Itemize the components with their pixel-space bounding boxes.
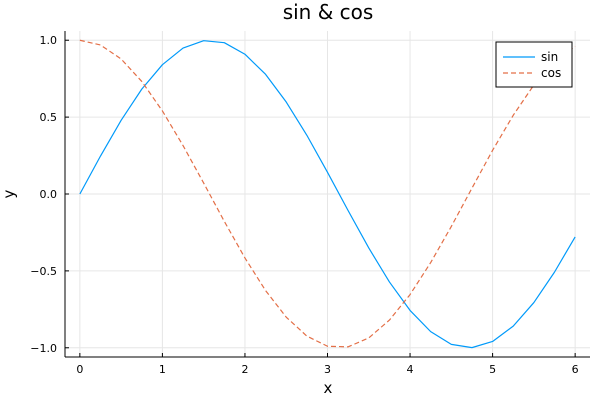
legend-box <box>495 41 573 88</box>
series-line-sin <box>79 40 576 349</box>
y-tick-label-0: −1.0 <box>30 342 57 355</box>
chart-title: sin & cos <box>283 0 374 24</box>
x-tick-label-4: 4 <box>407 363 414 376</box>
legend-label-sin: sin <box>541 50 558 64</box>
y-axis-label: y <box>0 189 18 198</box>
y-tick-label-1: −0.5 <box>30 265 57 278</box>
x-tick-label-0: 0 <box>76 363 83 376</box>
x-axis-label: x <box>324 379 333 397</box>
tick-labels: 0 1 2 3 4 5 6 −1.0 −0.5 0.0 0.5 1.0 <box>30 34 578 376</box>
x-tick-label-2: 2 <box>241 363 248 376</box>
legend: sin cos <box>495 41 573 88</box>
y-tick-label-4: 1.0 <box>40 34 58 47</box>
series-line-cos <box>79 39 576 348</box>
x-tick-label-1: 1 <box>159 363 166 376</box>
x-tick-label-3: 3 <box>324 363 331 376</box>
legend-label-cos: cos <box>541 66 561 80</box>
axes <box>64 31 590 358</box>
y-tick-label-2: 0.0 <box>40 188 58 201</box>
y-tick-label-3: 0.5 <box>40 111 58 124</box>
grid-lines <box>65 31 590 357</box>
x-tick-label-5: 5 <box>489 363 496 376</box>
x-tick-label-6: 6 <box>572 363 579 376</box>
series-lines <box>79 39 576 349</box>
